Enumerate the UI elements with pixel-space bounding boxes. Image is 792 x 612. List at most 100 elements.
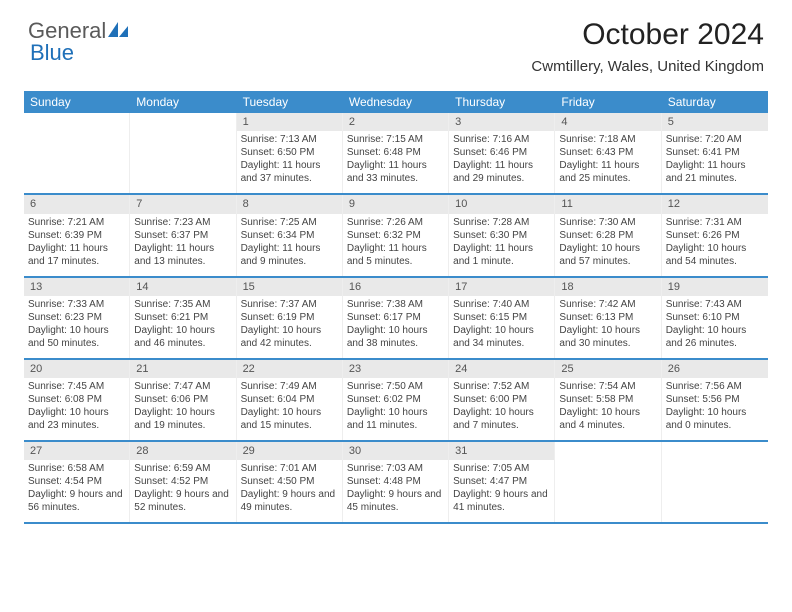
daylight-text: Daylight: 10 hours and 7 minutes. xyxy=(453,406,550,432)
sunrise-text: Sunrise: 7:45 AM xyxy=(28,380,125,393)
day-cell: 10Sunrise: 7:28 AMSunset: 6:30 PMDayligh… xyxy=(449,195,555,275)
daylight-text: Daylight: 11 hours and 37 minutes. xyxy=(241,159,338,185)
day-cell: 11Sunrise: 7:30 AMSunset: 6:28 PMDayligh… xyxy=(555,195,661,275)
sunrise-text: Sunrise: 7:38 AM xyxy=(347,298,444,311)
logo-sail-icon xyxy=(108,22,130,40)
day-body: Sunrise: 7:37 AMSunset: 6:19 PMDaylight:… xyxy=(237,296,342,358)
day-number xyxy=(555,442,660,460)
day-number: 15 xyxy=(237,278,342,296)
day-cell: 22Sunrise: 7:49 AMSunset: 6:04 PMDayligh… xyxy=(237,360,343,440)
day-cell: 15Sunrise: 7:37 AMSunset: 6:19 PMDayligh… xyxy=(237,278,343,358)
sunrise-text: Sunrise: 7:33 AM xyxy=(28,298,125,311)
day-number xyxy=(130,113,235,131)
day-body: Sunrise: 7:50 AMSunset: 6:02 PMDaylight:… xyxy=(343,378,448,440)
sunrise-text: Sunrise: 7:50 AM xyxy=(347,380,444,393)
calendar-body: 1Sunrise: 7:13 AMSunset: 6:50 PMDaylight… xyxy=(24,113,768,524)
day-body: Sunrise: 7:20 AMSunset: 6:41 PMDaylight:… xyxy=(662,131,768,193)
sunset-text: Sunset: 4:50 PM xyxy=(241,475,338,488)
sunset-text: Sunset: 4:48 PM xyxy=(347,475,444,488)
daylight-text: Daylight: 11 hours and 9 minutes. xyxy=(241,242,338,268)
day-number: 6 xyxy=(24,195,129,213)
day-cell: 24Sunrise: 7:52 AMSunset: 6:00 PMDayligh… xyxy=(449,360,555,440)
sunrise-text: Sunrise: 7:20 AM xyxy=(666,133,764,146)
day-number: 23 xyxy=(343,360,448,378)
day-body: Sunrise: 7:42 AMSunset: 6:13 PMDaylight:… xyxy=(555,296,660,358)
day-number: 14 xyxy=(130,278,235,296)
week-row: 1Sunrise: 7:13 AMSunset: 6:50 PMDaylight… xyxy=(24,113,768,195)
day-number: 26 xyxy=(662,360,768,378)
day-number: 24 xyxy=(449,360,554,378)
day-cell: 3Sunrise: 7:16 AMSunset: 6:46 PMDaylight… xyxy=(449,113,555,193)
week-row: 20Sunrise: 7:45 AMSunset: 6:08 PMDayligh… xyxy=(24,360,768,442)
day-body: Sunrise: 7:45 AMSunset: 6:08 PMDaylight:… xyxy=(24,378,129,440)
daylight-text: Daylight: 11 hours and 33 minutes. xyxy=(347,159,444,185)
sunrise-text: Sunrise: 7:31 AM xyxy=(666,216,764,229)
day-number xyxy=(662,442,768,460)
day-cell: 14Sunrise: 7:35 AMSunset: 6:21 PMDayligh… xyxy=(130,278,236,358)
day-cell: 28Sunrise: 6:59 AMSunset: 4:52 PMDayligh… xyxy=(130,442,236,522)
daylight-text: Daylight: 10 hours and 15 minutes. xyxy=(241,406,338,432)
day-body: Sunrise: 7:26 AMSunset: 6:32 PMDaylight:… xyxy=(343,214,448,276)
day-header-tue: Tuesday xyxy=(237,91,343,113)
day-cell: 26Sunrise: 7:56 AMSunset: 5:56 PMDayligh… xyxy=(662,360,768,440)
day-cell: 13Sunrise: 7:33 AMSunset: 6:23 PMDayligh… xyxy=(24,278,130,358)
logo-text-blue: Blue xyxy=(30,40,74,66)
daylight-text: Daylight: 9 hours and 56 minutes. xyxy=(28,488,125,514)
daylight-text: Daylight: 10 hours and 4 minutes. xyxy=(559,406,656,432)
day-body xyxy=(24,131,129,189)
sunrise-text: Sunrise: 7:18 AM xyxy=(559,133,656,146)
daylight-text: Daylight: 9 hours and 45 minutes. xyxy=(347,488,444,514)
day-body: Sunrise: 7:56 AMSunset: 5:56 PMDaylight:… xyxy=(662,378,768,440)
sunrise-text: Sunrise: 7:16 AM xyxy=(453,133,550,146)
sunset-text: Sunset: 6:32 PM xyxy=(347,229,444,242)
daylight-text: Daylight: 11 hours and 21 minutes. xyxy=(666,159,764,185)
day-body: Sunrise: 7:38 AMSunset: 6:17 PMDaylight:… xyxy=(343,296,448,358)
day-header-sun: Sunday xyxy=(24,91,130,113)
day-cell: 21Sunrise: 7:47 AMSunset: 6:06 PMDayligh… xyxy=(130,360,236,440)
sunset-text: Sunset: 6:48 PM xyxy=(347,146,444,159)
day-body: Sunrise: 7:25 AMSunset: 6:34 PMDaylight:… xyxy=(237,214,342,276)
daylight-text: Daylight: 10 hours and 50 minutes. xyxy=(28,324,125,350)
sunset-text: Sunset: 6:06 PM xyxy=(134,393,231,406)
day-cell: 27Sunrise: 6:58 AMSunset: 4:54 PMDayligh… xyxy=(24,442,130,522)
day-cell xyxy=(662,442,768,522)
page-header: General October 2024 Cwmtillery, Wales, … xyxy=(0,0,792,81)
daylight-text: Daylight: 10 hours and 23 minutes. xyxy=(28,406,125,432)
day-number: 31 xyxy=(449,442,554,460)
sunset-text: Sunset: 6:13 PM xyxy=(559,311,656,324)
day-body: Sunrise: 7:54 AMSunset: 5:58 PMDaylight:… xyxy=(555,378,660,440)
day-cell: 25Sunrise: 7:54 AMSunset: 5:58 PMDayligh… xyxy=(555,360,661,440)
sunrise-text: Sunrise: 7:13 AM xyxy=(241,133,338,146)
sunset-text: Sunset: 6:39 PM xyxy=(28,229,125,242)
week-row: 6Sunrise: 7:21 AMSunset: 6:39 PMDaylight… xyxy=(24,195,768,277)
daylight-text: Daylight: 10 hours and 57 minutes. xyxy=(559,242,656,268)
sunrise-text: Sunrise: 7:37 AM xyxy=(241,298,338,311)
day-number: 25 xyxy=(555,360,660,378)
sunset-text: Sunset: 5:56 PM xyxy=(666,393,764,406)
day-header-wed: Wednesday xyxy=(343,91,449,113)
day-number: 30 xyxy=(343,442,448,460)
day-number xyxy=(24,113,129,131)
day-number: 3 xyxy=(449,113,554,131)
daylight-text: Daylight: 11 hours and 29 minutes. xyxy=(453,159,550,185)
day-number: 22 xyxy=(237,360,342,378)
day-number: 28 xyxy=(130,442,235,460)
sunset-text: Sunset: 6:30 PM xyxy=(453,229,550,242)
sunset-text: Sunset: 6:28 PM xyxy=(559,229,656,242)
day-number: 2 xyxy=(343,113,448,131)
day-body: Sunrise: 7:03 AMSunset: 4:48 PMDaylight:… xyxy=(343,460,448,522)
day-body: Sunrise: 7:49 AMSunset: 6:04 PMDaylight:… xyxy=(237,378,342,440)
sunset-text: Sunset: 6:34 PM xyxy=(241,229,338,242)
day-cell: 20Sunrise: 7:45 AMSunset: 6:08 PMDayligh… xyxy=(24,360,130,440)
day-number: 11 xyxy=(555,195,660,213)
sunset-text: Sunset: 6:50 PM xyxy=(241,146,338,159)
sunset-text: Sunset: 6:19 PM xyxy=(241,311,338,324)
day-cell: 6Sunrise: 7:21 AMSunset: 6:39 PMDaylight… xyxy=(24,195,130,275)
sunrise-text: Sunrise: 7:54 AM xyxy=(559,380,656,393)
day-cell xyxy=(24,113,130,193)
sunset-text: Sunset: 6:00 PM xyxy=(453,393,550,406)
day-number: 8 xyxy=(237,195,342,213)
day-cell: 16Sunrise: 7:38 AMSunset: 6:17 PMDayligh… xyxy=(343,278,449,358)
day-number: 9 xyxy=(343,195,448,213)
sunrise-text: Sunrise: 7:56 AM xyxy=(666,380,764,393)
